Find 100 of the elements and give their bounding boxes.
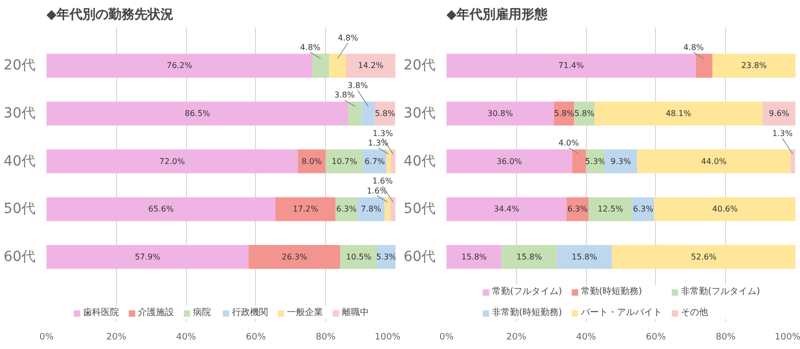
bar — [390, 149, 396, 174]
bar — [275, 197, 336, 222]
bar — [594, 102, 762, 126]
data-label: 5.8% — [554, 109, 575, 118]
y-tick-label: 60代 — [404, 248, 436, 265]
data-label: 4.8% — [338, 33, 359, 42]
bar — [386, 149, 391, 174]
data-label: 5.3% — [585, 156, 606, 166]
chart-title: ◆年代別雇用形態 — [446, 6, 548, 22]
data-label: 76.2% — [166, 61, 193, 70]
data-label: 6.3% — [336, 204, 358, 214]
bar — [556, 245, 612, 269]
data-label: 12.5% — [598, 204, 624, 214]
data-label: 10.5% — [346, 252, 372, 262]
legend-label: 介護施設 — [138, 306, 174, 319]
data-label: 15.8% — [461, 252, 488, 262]
x-tick-label: 20% — [506, 332, 527, 342]
bar — [346, 54, 396, 78]
bar — [762, 102, 796, 126]
bar — [248, 245, 340, 269]
bar — [502, 245, 557, 269]
x-tick-label: 0% — [439, 332, 454, 342]
data-label: 15.8% — [572, 252, 598, 262]
bar — [696, 54, 712, 78]
data-label: 9.6% — [768, 109, 790, 118]
legend-label: 一般企業 — [287, 306, 323, 319]
data-label: 34.4% — [494, 204, 520, 214]
data-label: 4.8% — [300, 42, 321, 52]
bar — [46, 149, 298, 174]
bar — [654, 197, 796, 222]
y-tick-label: 50代 — [404, 201, 436, 218]
x-tick-label: 40% — [576, 332, 597, 342]
data-label: 1.3% — [372, 128, 394, 138]
bar — [604, 149, 638, 174]
data-label: 6.7% — [364, 156, 386, 166]
bar — [446, 102, 554, 126]
bar — [384, 197, 390, 222]
y-tick-label: 40代 — [4, 153, 36, 170]
bar — [46, 102, 348, 126]
data-label: 6.3% — [633, 204, 654, 214]
bar — [446, 149, 572, 174]
bar — [46, 54, 312, 78]
bar — [712, 54, 796, 78]
bar — [363, 149, 386, 174]
data-label: 15.8% — [516, 252, 542, 262]
data-label: 3.8% — [334, 90, 356, 100]
data-label: 86.5% — [184, 109, 211, 118]
bar — [357, 197, 385, 222]
x-tick-label: 100% — [374, 332, 401, 342]
data-label: 10.7% — [332, 156, 358, 166]
bar — [46, 245, 249, 269]
data-label: 48.1% — [666, 109, 692, 118]
x-tick-label: 60% — [246, 332, 266, 342]
data-label: 65.6% — [148, 204, 174, 214]
legend-label: 非常勤(時短勤務) — [492, 306, 562, 319]
y-tick-label: 40代 — [404, 153, 436, 170]
data-label: 36.0% — [496, 156, 522, 166]
data-label: 4.0% — [558, 138, 580, 148]
legend-label: 歯科医院 — [83, 306, 119, 319]
x-tick-label: 40% — [176, 332, 197, 342]
bar — [446, 197, 567, 222]
x-tick-label: 0% — [39, 332, 54, 342]
legend-label: 病院 — [193, 306, 212, 319]
data-label: 9.3% — [610, 156, 632, 166]
data-label: 14.2% — [358, 61, 384, 70]
bar — [326, 149, 364, 174]
bar — [312, 54, 330, 78]
data-label: 1.6% — [366, 186, 388, 196]
bar — [340, 245, 378, 269]
y-tick-label: 50代 — [4, 201, 36, 218]
bar — [348, 102, 362, 126]
legend-label: 常勤(時短勤務) — [581, 286, 642, 298]
legend-label: 非常勤(フルタイム) — [681, 286, 760, 298]
y-tick-label: 20代 — [4, 58, 36, 74]
data-label: 5.8% — [574, 109, 595, 118]
bar — [588, 197, 632, 222]
data-label: 44.0% — [701, 156, 727, 166]
data-label: 72.0% — [159, 156, 186, 166]
legend-label: 常勤(フルタイム) — [492, 286, 562, 298]
data-label: 6.3% — [567, 204, 588, 214]
data-label: 52.6% — [691, 252, 717, 262]
legend-label: その他 — [681, 306, 708, 319]
data-label: 5.8% — [374, 109, 396, 118]
data-label: 40.6% — [712, 204, 738, 214]
bar — [46, 197, 276, 222]
data-label: 1.3% — [772, 128, 793, 138]
data-label: 7.8% — [360, 204, 382, 214]
y-tick-label: 60代 — [4, 248, 36, 265]
y-tick-label: 20代 — [404, 58, 436, 74]
data-label: 57.9% — [134, 252, 161, 262]
x-tick-label: 80% — [316, 332, 336, 342]
x-tick-label: 80% — [716, 332, 736, 342]
bar — [637, 149, 791, 174]
y-tick-label: 30代 — [4, 106, 36, 122]
data-label: 4.8% — [683, 42, 704, 52]
x-tick-label: 20% — [106, 332, 127, 342]
data-label: 26.3% — [282, 252, 308, 262]
bar — [329, 54, 346, 78]
bar — [362, 102, 375, 126]
x-tick-label: 60% — [646, 332, 666, 342]
